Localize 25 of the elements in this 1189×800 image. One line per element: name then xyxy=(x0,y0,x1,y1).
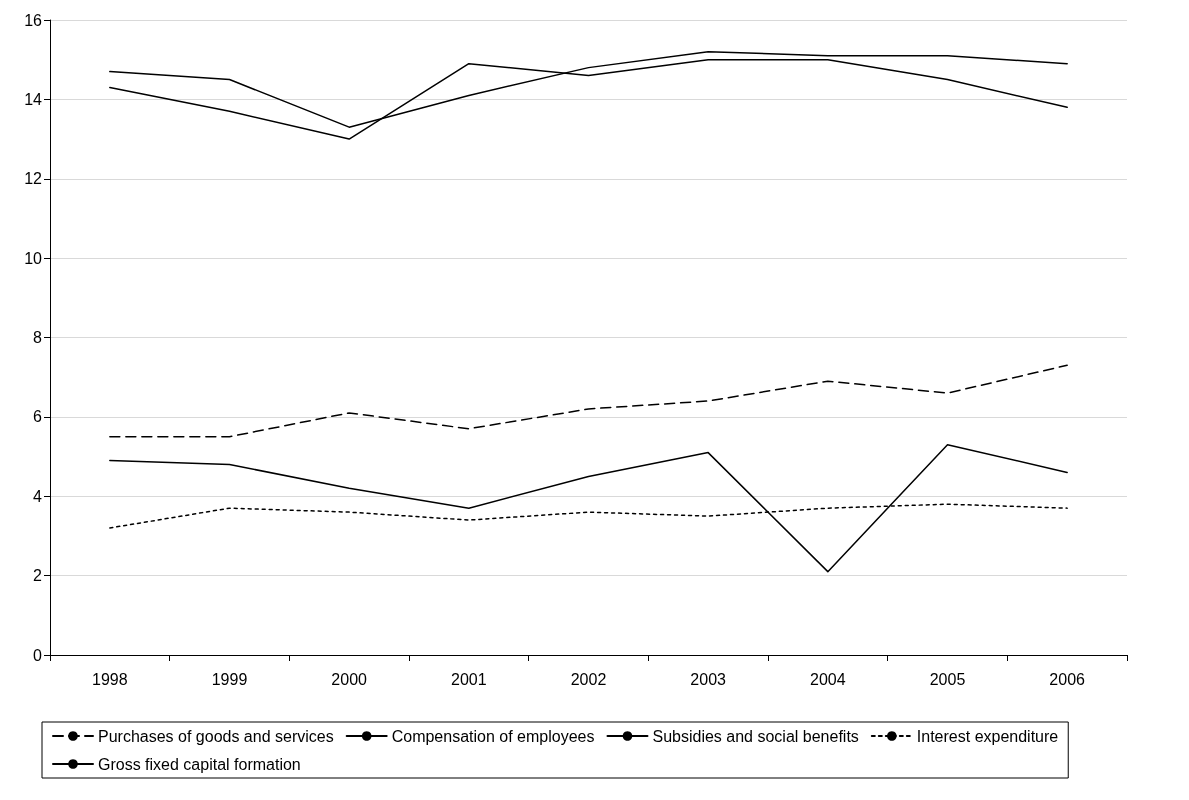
line-series xyxy=(109,364,1068,438)
y-tick-label: 14 xyxy=(24,90,43,108)
y-tick-label: 0 xyxy=(33,646,43,664)
line-series xyxy=(109,443,1068,573)
y-tick-label: 10 xyxy=(24,249,43,267)
legend-label: Purchases of goods and services xyxy=(98,727,334,745)
y-tick-label: 8 xyxy=(33,329,43,346)
x-tick-label: 2001 xyxy=(451,670,487,688)
y-tick-label: 12 xyxy=(24,170,43,188)
x-tick-label: 2003 xyxy=(690,670,727,688)
y-tick-label: 2 xyxy=(33,567,43,585)
x-tick-label: 2004 xyxy=(810,670,846,688)
x-tick-label: 1998 xyxy=(92,670,128,688)
x-tick-label: 2002 xyxy=(570,670,607,688)
y-tick-label: 16 xyxy=(24,11,43,29)
y-tick-label: 6 xyxy=(33,408,43,426)
legend-label: Compensation of employees xyxy=(391,727,595,745)
x-tick-label: 2005 xyxy=(929,670,966,688)
x-tick-label: 2000 xyxy=(331,670,368,688)
legend-label: Interest expenditure xyxy=(916,727,1059,745)
legend-label: Subsidies and social benefits xyxy=(652,727,859,745)
x-tick-label: 1999 xyxy=(211,670,248,688)
x-tick-label: 2006 xyxy=(1049,670,1086,688)
y-tick-label: 4 xyxy=(33,487,43,505)
legend-label: Gross fixed capital formation xyxy=(98,755,301,773)
